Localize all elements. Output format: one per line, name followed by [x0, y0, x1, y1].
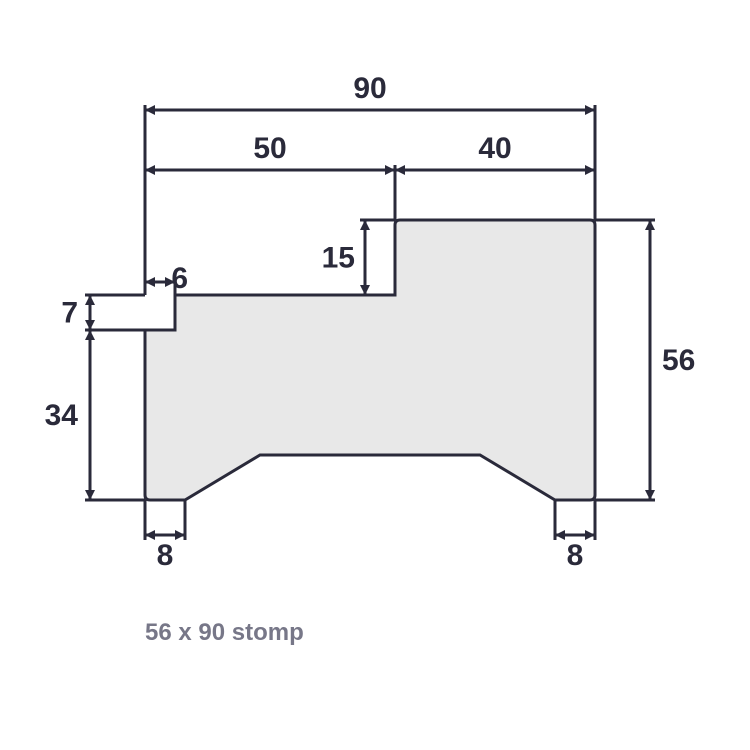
dim-90: 90	[353, 72, 386, 105]
dim-8-right: 8	[567, 539, 584, 572]
dim-34: 34	[45, 399, 79, 432]
dim-8-left: 8	[157, 539, 174, 572]
dim-50: 50	[253, 132, 286, 165]
dim-6: 6	[171, 262, 188, 295]
profile-shape	[145, 220, 595, 500]
dim-56: 56	[662, 344, 695, 377]
dim-7: 7	[61, 297, 78, 330]
dim-15: 15	[322, 242, 355, 275]
dim-40: 40	[478, 132, 511, 165]
caption: 56 x 90 stomp	[145, 619, 304, 646]
